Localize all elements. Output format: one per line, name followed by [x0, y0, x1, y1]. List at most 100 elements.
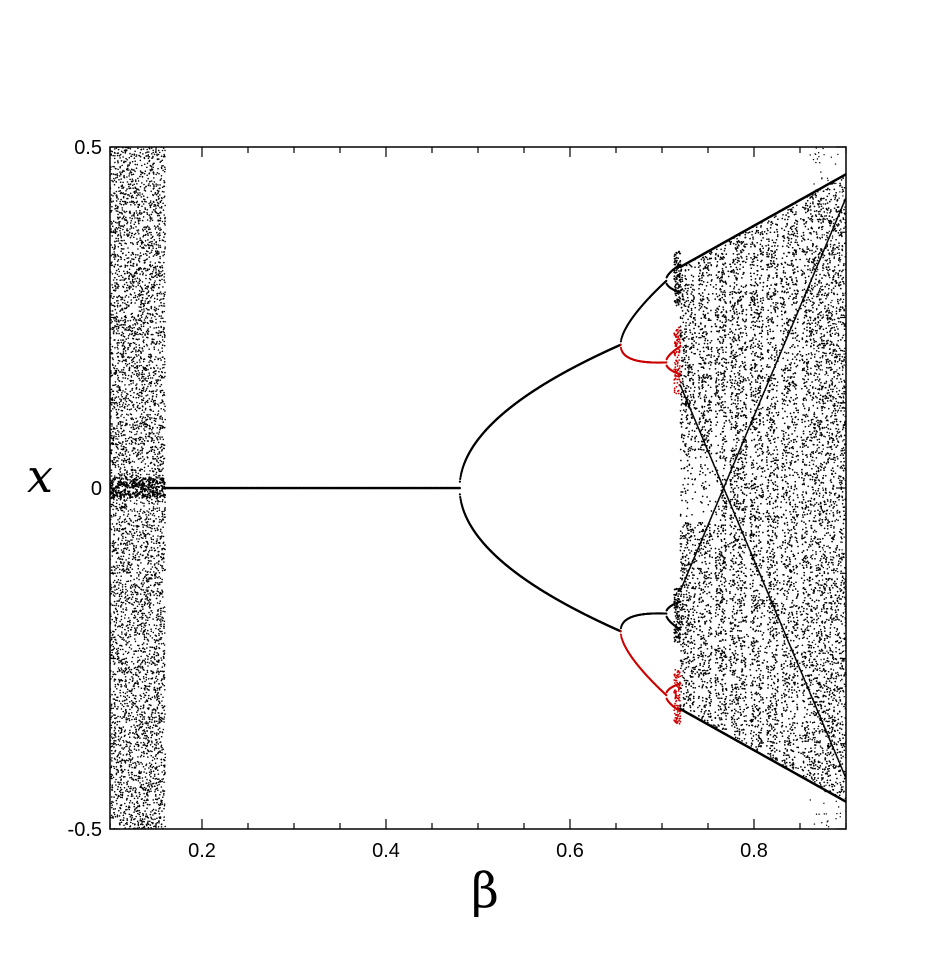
chaos-point — [129, 500, 132, 502]
chaos-point — [137, 675, 140, 678]
chaos-point — [139, 155, 142, 158]
chaos-point — [146, 456, 149, 458]
chaos-point — [140, 667, 142, 669]
chaos-point — [151, 421, 153, 424]
chaos-point — [121, 539, 123, 542]
chaos-point — [163, 774, 165, 776]
chaos-point — [139, 361, 141, 363]
chaos-point — [124, 702, 126, 705]
chaos-point — [130, 326, 132, 329]
chaos-point — [149, 278, 152, 281]
chaos-point — [152, 590, 155, 593]
chaos-point — [143, 786, 146, 789]
chaos-point — [141, 751, 143, 754]
chaos-point — [135, 474, 137, 477]
chaos-point — [160, 638, 162, 641]
chaos-point — [163, 376, 165, 379]
chaos-point — [115, 648, 118, 650]
chaos-point — [140, 536, 143, 539]
chaos-point — [146, 491, 149, 493]
chaos-point — [141, 333, 143, 336]
chaos-point — [158, 778, 160, 780]
chaos-point — [152, 395, 154, 397]
chaos-point — [128, 696, 131, 699]
chaos-point — [120, 427, 122, 430]
chaos-point — [130, 173, 133, 176]
chaos-point — [150, 546, 153, 549]
chaos-point — [111, 649, 113, 651]
chaos-point — [134, 324, 137, 326]
chaos-point — [145, 226, 148, 229]
chaos-point — [125, 504, 127, 507]
chaos-point — [110, 194, 113, 196]
chaos-point — [150, 476, 152, 479]
chaos-point — [118, 342, 120, 344]
chaos-point — [152, 151, 154, 154]
chaos-point — [160, 326, 162, 329]
chaos-point — [132, 536, 134, 539]
chaos-point — [124, 203, 127, 205]
chaos-point — [146, 166, 148, 169]
chaos-point — [139, 593, 142, 595]
chaos-point — [158, 507, 161, 509]
chaos-point — [162, 728, 165, 731]
chaos-point — [139, 245, 142, 247]
chaos-point — [117, 472, 120, 475]
chaos-point — [131, 153, 133, 156]
chaos-point — [121, 588, 124, 591]
chaos-point — [147, 553, 149, 556]
chaos-point — [117, 519, 119, 521]
chaos-point — [137, 620, 139, 623]
chaos-point — [122, 352, 125, 355]
chaos-point — [147, 312, 149, 315]
chaos-point — [146, 321, 149, 324]
chaos-point — [146, 699, 148, 701]
chaos-point — [163, 718, 165, 720]
chaos-point — [160, 716, 162, 719]
chaos-point — [143, 378, 145, 380]
chaos-point — [160, 735, 163, 738]
chaos-point — [148, 372, 150, 374]
chaos-point — [143, 660, 146, 662]
chaos-point — [160, 659, 163, 661]
chaos-point — [148, 361, 150, 363]
chaos-point — [117, 344, 119, 346]
chaos-point — [113, 529, 116, 532]
chaos-point — [140, 173, 142, 176]
chaos-point — [118, 371, 121, 373]
chaos-point — [125, 499, 128, 501]
chaos-point — [152, 818, 154, 821]
chaos-point — [145, 186, 147, 188]
chaos-point — [156, 292, 159, 295]
chaos-point — [117, 743, 120, 746]
chaos-point — [161, 336, 164, 338]
chaos-point — [140, 171, 142, 173]
chaos-point — [140, 508, 142, 511]
chaos-point — [153, 503, 155, 505]
chaos-point — [118, 668, 121, 671]
chaos-point — [123, 473, 126, 475]
chaos-point — [148, 160, 150, 163]
chaos-point — [137, 601, 140, 603]
chaos-point — [137, 437, 140, 440]
chaos-point — [161, 749, 163, 751]
chaos-point — [145, 364, 148, 367]
chaos-point — [157, 553, 160, 556]
chaos-point — [113, 326, 115, 329]
chaos-point — [135, 346, 137, 349]
chaos-point — [161, 751, 163, 754]
chaos-point — [131, 160, 134, 163]
chaos-point — [152, 604, 155, 606]
chaos-point — [125, 472, 128, 474]
chaos-point — [124, 302, 126, 305]
chaos-point — [115, 443, 117, 446]
chaos-point — [139, 723, 142, 725]
chaos-point — [120, 731, 123, 734]
chaos-point — [162, 305, 164, 307]
chaos-point — [147, 295, 150, 297]
chaos-point — [128, 712, 130, 715]
chaos-point — [164, 426, 166, 429]
chaos-point — [136, 420, 139, 422]
chaos-point — [143, 729, 146, 731]
chaos-point — [129, 192, 132, 195]
